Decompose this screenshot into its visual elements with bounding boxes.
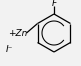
Text: F: F [51,0,57,8]
Text: +Zn: +Zn [8,29,28,37]
Text: I⁻: I⁻ [6,45,13,54]
